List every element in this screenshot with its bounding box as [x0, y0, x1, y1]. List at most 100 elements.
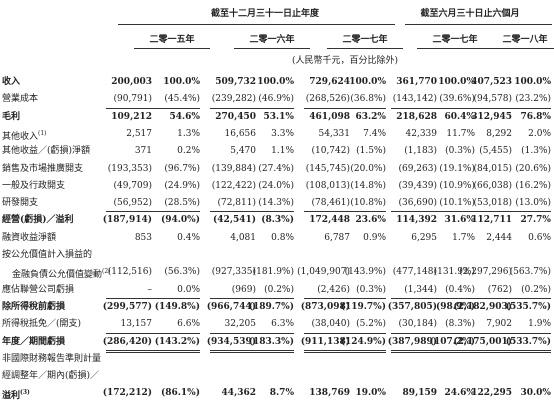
rule [391, 332, 475, 334]
percent-cell: 24.6% [444, 388, 475, 399]
amount-cell: 112,711 [471, 215, 512, 226]
percent-cell: (535.7%) [505, 301, 551, 312]
amount-cell: 122,295 [471, 388, 512, 399]
percent-cell: 1.9% [528, 319, 551, 330]
amount-cell: 6,295 [411, 232, 437, 243]
amount-cell: (286,420) [102, 336, 152, 347]
percent-cell: (14.8%) [350, 180, 386, 191]
rule [118, 24, 395, 25]
percent-cell: (124.9%) [340, 336, 386, 347]
percent-cell: 54.6% [169, 111, 200, 122]
rule [106, 107, 200, 109]
year-header: 二零一六年 [249, 35, 295, 45]
amount-cell: (112,516) [107, 267, 152, 278]
percent-cell: (94.0%) [161, 215, 200, 226]
row-label: 溢利(3) [2, 389, 30, 402]
amount-cell: 44,362 [221, 388, 256, 399]
amount-cell: 4,081 [230, 232, 256, 243]
percent-cell: 7.4% [363, 128, 386, 139]
percent-cell: (131.9%) [433, 267, 475, 278]
period-header: 截至六月三十日止六個月 [420, 9, 520, 19]
percent-cell: 0.0% [177, 284, 200, 295]
rule [487, 48, 554, 49]
row-label: 除所得稅前虧損 [2, 301, 66, 312]
rule [391, 351, 475, 353]
row-label: 銷售及市場推廣開支 [2, 163, 84, 174]
amount-cell: (873,098) [300, 301, 350, 312]
amount-cell: 7,902 [486, 319, 512, 330]
amount-cell: (49,709) [113, 180, 152, 191]
percent-cell: 19.0% [355, 388, 386, 399]
percent-cell: (563.7%) [509, 267, 551, 278]
amount-cell: (762) [487, 284, 512, 295]
amount-cell: (56,952) [113, 198, 152, 209]
amount-cell: (268,526) [305, 94, 350, 105]
rule [304, 107, 386, 109]
row-label: 其他收益／(虧損)淨額 [2, 146, 91, 157]
amount-cell: (94,578) [473, 94, 512, 105]
rule [210, 107, 294, 109]
rule [304, 351, 386, 353]
amount-cell: 138,769 [309, 388, 350, 399]
rule [210, 297, 294, 299]
percent-cell: 2.0% [528, 128, 551, 139]
amount-cell: (36,690) [398, 198, 437, 209]
rule [391, 211, 475, 213]
amount-cell: 200,003 [111, 77, 152, 87]
amount-cell: 461,098 [309, 111, 350, 122]
percent-cell: (143.9%) [344, 267, 386, 278]
percent-cell: (183.3%) [248, 336, 294, 347]
amount-cell: (143,142) [392, 94, 437, 105]
amount-cell: 32,205 [224, 319, 257, 330]
row-label: 營業成本 [2, 94, 39, 105]
row-label: 一般及行政開支 [2, 180, 66, 191]
percent-cell: (1.5%) [356, 146, 386, 157]
amount-cell: (2,175,001) [453, 336, 512, 347]
percent-cell: 3.3% [271, 128, 294, 139]
rule [106, 297, 200, 299]
amount-cell: 6,787 [324, 232, 350, 243]
year-header: 二零一七年 [432, 35, 478, 45]
amount-cell: (911,138) [300, 336, 350, 347]
percent-cell: 1.1% [271, 146, 294, 157]
percent-cell: (24.0%) [258, 180, 294, 191]
percent-cell: 60.4% [444, 111, 475, 122]
amount-cell: 361,770 [396, 77, 437, 87]
amount-cell: 13,157 [120, 319, 153, 330]
percent-cell: (10.1%) [439, 198, 475, 209]
percent-cell: 100.0% [163, 77, 200, 87]
percent-cell: (8.3%) [445, 319, 475, 330]
percent-cell: 63.2% [355, 111, 386, 122]
amount-cell: 407,523 [471, 77, 512, 87]
amount-cell: (193,353) [107, 163, 152, 174]
amount-cell: (139,884) [211, 163, 256, 174]
rule [466, 297, 551, 299]
percent-cell: (533.7%) [505, 336, 551, 347]
amount-cell: 2,444 [486, 232, 512, 243]
amount-cell: (38,040) [311, 319, 350, 330]
amount-cell: 853 [134, 232, 152, 243]
rule [405, 24, 552, 25]
amount-cell: 42,339 [405, 128, 438, 139]
amount-cell: 54,331 [318, 128, 351, 139]
amount-cell: 270,450 [215, 111, 256, 122]
rule [234, 48, 310, 49]
row-label: 其他收入(1) [2, 129, 47, 142]
percent-cell: (27.4%) [258, 163, 294, 174]
percent-cell: (0.2%) [521, 284, 551, 295]
amount-cell: 509,732 [215, 77, 256, 87]
amount-cell: 172,448 [309, 215, 350, 226]
percent-cell: 23.6% [355, 215, 386, 226]
amount-cell: – [147, 284, 153, 295]
percent-cell: 27.7% [520, 215, 551, 226]
unit-note: (人民幣千元，百分比除外) [291, 56, 399, 66]
percent-cell: (28.5%) [164, 198, 200, 209]
amount-cell: (477,148) [392, 267, 437, 278]
amount-cell: (357,805) [387, 301, 437, 312]
row-label: 收入 [2, 77, 21, 87]
percent-cell: (20.0%) [350, 163, 386, 174]
rule [391, 107, 475, 109]
percent-cell: (14.3%) [258, 198, 294, 209]
rule [210, 349, 294, 351]
percent-cell: (149.8%) [154, 301, 200, 312]
